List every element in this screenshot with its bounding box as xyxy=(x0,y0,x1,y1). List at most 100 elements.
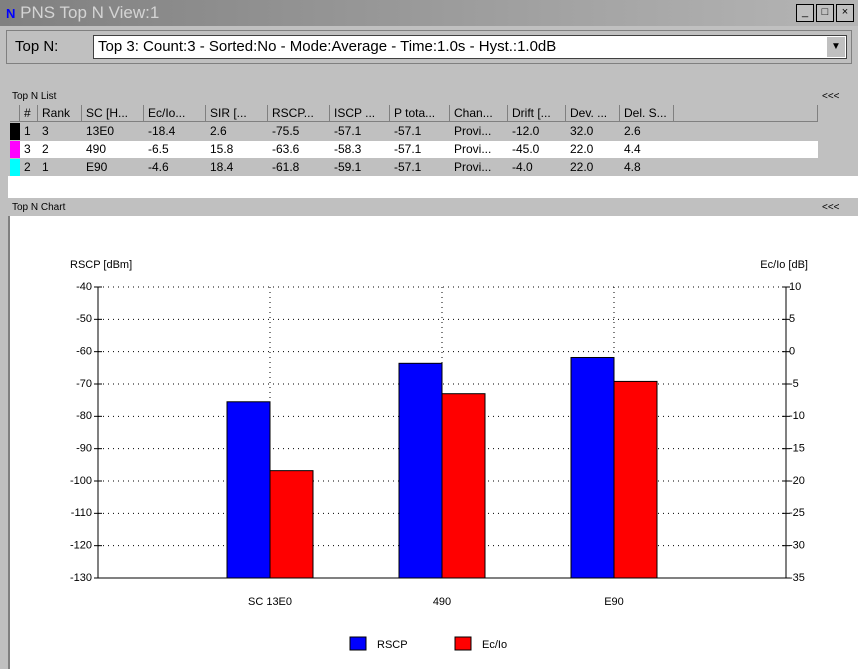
y2-tick-label: -10 xyxy=(789,410,805,422)
table-cell: Provi... xyxy=(454,160,492,174)
window-buttons: _ □ × xyxy=(796,4,854,22)
table-cell: 13E0 xyxy=(86,124,115,138)
y2-tick-label: -5 xyxy=(789,378,799,390)
bar xyxy=(398,362,443,579)
bar xyxy=(269,470,314,579)
y-tick-label: -130 xyxy=(70,572,92,584)
y2-tick-label: -25 xyxy=(789,507,805,519)
legend-swatch xyxy=(349,636,367,651)
y-tick-label: -40 xyxy=(76,281,92,293)
table-cell: 1 xyxy=(42,160,49,174)
table-cell: -18.4 xyxy=(148,124,176,138)
x-tick-label: 490 xyxy=(433,596,451,608)
y2-tick-label: 10 xyxy=(789,281,801,293)
window-title: PNS Top N View:1 xyxy=(20,3,160,22)
table-cell: -75.5 xyxy=(272,124,300,138)
column-header: SIR [... xyxy=(206,105,268,122)
column-filler xyxy=(674,105,818,122)
table-cell: 22.0 xyxy=(570,160,594,174)
table-cell: 1 xyxy=(24,124,31,138)
table-cell: -57.1 xyxy=(394,142,422,156)
table-cell: 490 xyxy=(86,142,107,156)
table-cell: -4.0 xyxy=(512,160,533,174)
table-cell: -58.3 xyxy=(334,142,362,156)
header-swatch xyxy=(10,105,20,122)
y-tick-label: -80 xyxy=(76,410,92,422)
row-color xyxy=(10,123,20,140)
column-header: RSCP... xyxy=(268,105,330,122)
chart: RSCP [dBm] Ec/Io [dB]-40-50-60-70-80-90-1… xyxy=(8,216,858,669)
bar xyxy=(570,356,615,579)
app-icon: N xyxy=(6,6,16,21)
bar xyxy=(441,393,486,579)
table-cell: -6.5 xyxy=(148,142,169,156)
table-cell: 3 xyxy=(42,124,49,138)
table-cell: -57.1 xyxy=(394,124,422,138)
column-header: Drift [... xyxy=(508,105,566,122)
y2-tick-label: 0 xyxy=(789,346,795,358)
maximize-button[interactable]: □ xyxy=(816,4,834,22)
toolbar: Top N: Top 3: Count:3 - Sorted:No - Mode… xyxy=(6,30,852,64)
table-cell: -59.1 xyxy=(334,160,362,174)
table-cell: -12.0 xyxy=(512,124,540,138)
legend-label: RSCP xyxy=(377,639,408,651)
table-cell: 22.0 xyxy=(570,142,594,156)
y-tick-label: -50 xyxy=(76,313,92,325)
table-cell: -61.8 xyxy=(272,160,300,174)
close-button[interactable]: × xyxy=(836,4,854,22)
x-tick-label: E90 xyxy=(604,596,624,608)
column-header: Rank xyxy=(38,105,82,122)
row-color xyxy=(10,141,20,158)
y2-axis-label: Ec/Io [dB] xyxy=(760,259,808,271)
table-cell: 2.6 xyxy=(210,124,227,138)
column-header: Chan... xyxy=(450,105,508,122)
y2-tick-label: -35 xyxy=(789,572,805,584)
table-cell: Provi... xyxy=(454,124,492,138)
title-bar: N PNS Top N View:1 _ □ × xyxy=(0,0,858,26)
table-row[interactable]: 2 1 E90 -4.6 18.4 -61.8 -59.1 -57.1 Provi... -4.0… xyxy=(10,159,818,176)
x-tick-label: SC 13E0 xyxy=(248,596,292,608)
chart-collapse[interactable]: <<< xyxy=(822,202,840,213)
table-cell: 2 xyxy=(42,142,49,156)
y2-tick-label: 5 xyxy=(789,313,795,325)
table-cell: 4.8 xyxy=(624,160,641,174)
table-cell: -57.1 xyxy=(334,124,362,138)
table-header[interactable]: # Rank SC [H... Ec/Io... SIR [... RSCP... ISCP… xyxy=(10,105,818,122)
table-cell: 18.4 xyxy=(210,160,234,174)
table-row[interactable]: 3 2 490 -6.5 15.8 -63.6 -58.3 -57.1 Provi... -45.… xyxy=(10,141,818,158)
minimize-button[interactable]: _ xyxy=(796,4,814,22)
table-cell: -57.1 xyxy=(394,160,422,174)
table-cell: -4.6 xyxy=(148,160,169,174)
y-tick-label: -70 xyxy=(76,378,92,390)
topn-value: Top 3: Count:3 - Sorted:No - Mode:Averag… xyxy=(98,38,557,55)
legend-label: Ec/Io xyxy=(482,639,507,651)
table-cell: 32.0 xyxy=(570,124,594,138)
dropdown-arrow[interactable]: ▼ xyxy=(827,37,845,57)
y-tick-label: -60 xyxy=(76,346,92,358)
list-collapse[interactable]: <<< xyxy=(822,91,840,102)
y-tick-label: -90 xyxy=(76,443,92,455)
table-cell: -63.6 xyxy=(272,142,300,156)
column-header: # xyxy=(20,105,38,122)
column-header: ISCP ... xyxy=(330,105,390,122)
row-color xyxy=(10,159,20,176)
y2-tick-label: -20 xyxy=(789,475,805,487)
y2-tick-label: -15 xyxy=(789,443,805,455)
table-cell: 2 xyxy=(24,160,31,174)
chart-title: Top N Chart xyxy=(12,202,66,213)
column-header: P tota... xyxy=(390,105,450,122)
bar xyxy=(226,401,271,579)
table-cell: 4.4 xyxy=(624,142,641,156)
column-header: SC [H... xyxy=(82,105,144,122)
table-row[interactable]: 1 3 13E0 -18.4 2.6 -75.5 -57.1 -57.1 Provi... -12… xyxy=(10,123,818,140)
table-cell: -45.0 xyxy=(512,142,540,156)
topn-dropdown[interactable]: Top 3: Count:3 - Sorted:No - Mode:Averag… xyxy=(93,35,847,59)
table-cell: 2.6 xyxy=(624,124,641,138)
table-cell: Provi... xyxy=(454,142,492,156)
y-tick-label: -110 xyxy=(71,507,92,519)
table-cell: E90 xyxy=(86,160,108,174)
y-tick-label: -120 xyxy=(70,540,92,552)
list-title: Top N List xyxy=(12,91,57,102)
y-tick-label: -100 xyxy=(70,475,92,487)
